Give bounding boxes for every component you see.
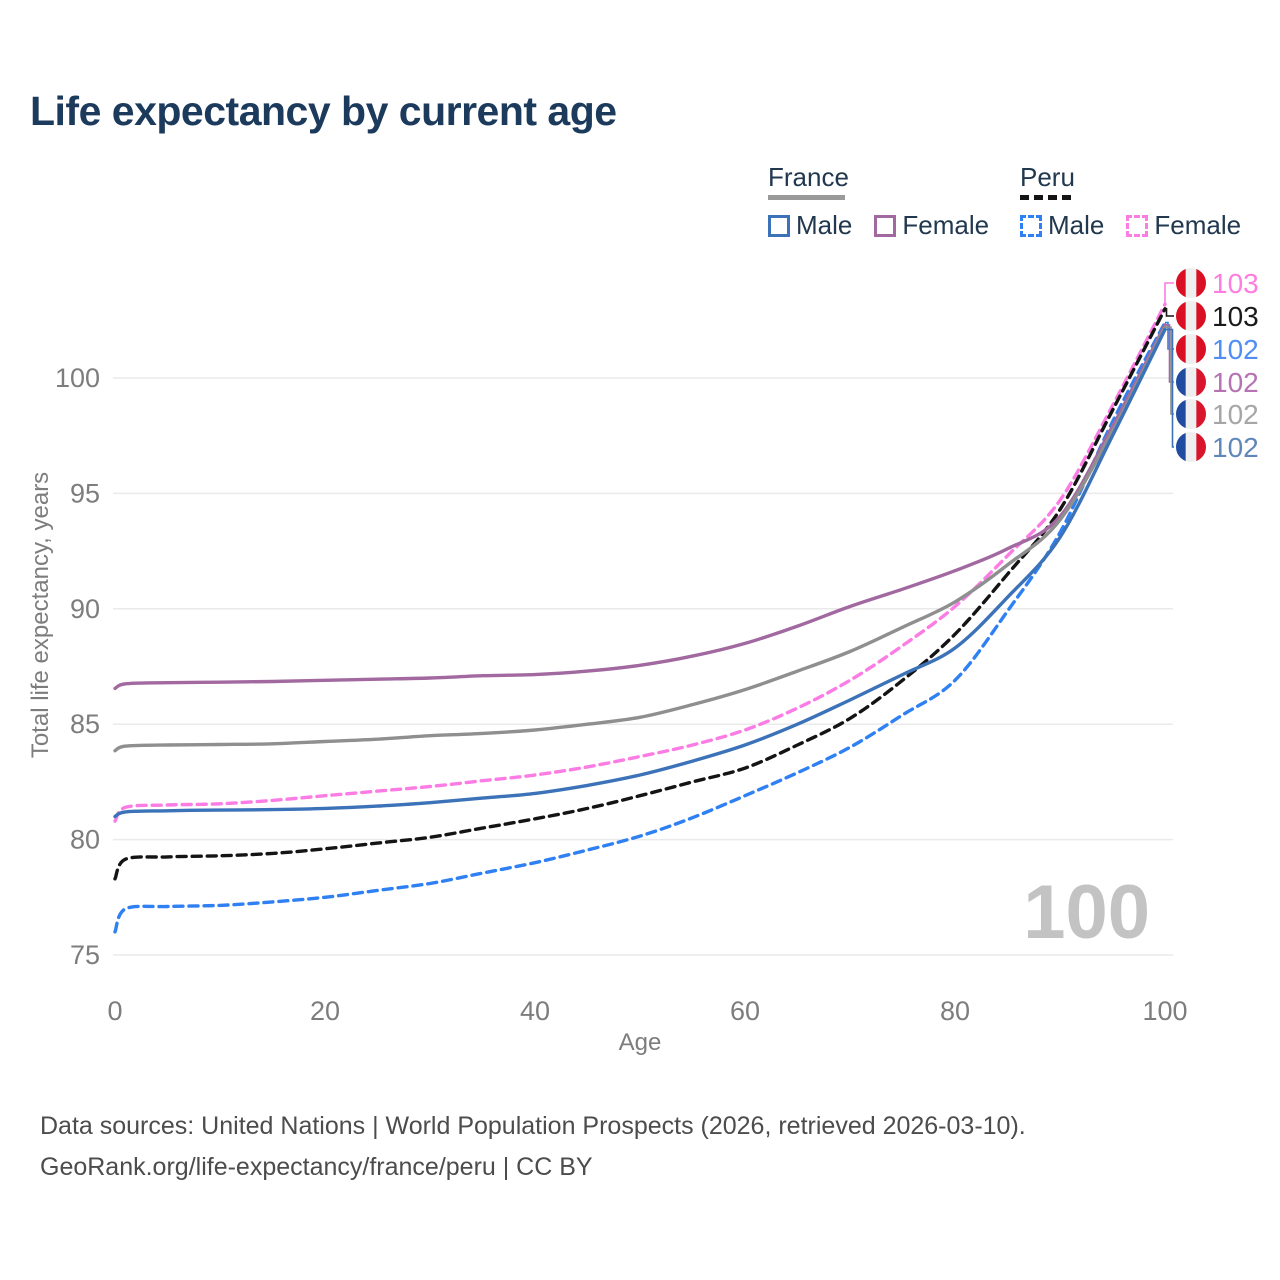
y-tick-label-95: 95 (70, 478, 100, 508)
peru-flag-stripe (1175, 300, 1187, 332)
current-age-watermark: 100 (1023, 870, 1150, 955)
legend-france-female-label: Female (902, 210, 990, 240)
legend-group-france: France Male Female (768, 163, 989, 241)
chart-line-france-male (113, 327, 1167, 819)
page-title: Life expectancy by current age (30, 88, 617, 134)
x-tick-label-20: 20 (310, 996, 340, 1026)
footer-attribution-line: GeoRank.org/life-expectancy/france/peru … (40, 1153, 593, 1181)
peru-flag-icon (1175, 267, 1207, 299)
end-value-label-france-male: 102 (1212, 432, 1259, 463)
france-flag-stripe (1196, 398, 1207, 430)
france-female-swatch-icon (874, 214, 897, 237)
peru-flag-stripe (1175, 333, 1187, 365)
y-tick-label-100: 100 (55, 363, 100, 393)
x-tick-label-60: 60 (730, 996, 760, 1026)
peru-male-swatch-icon (1020, 214, 1042, 237)
peru-flag-stripe (1185, 333, 1197, 365)
peru-flag-stripe (1196, 267, 1207, 299)
footer-sources-line: Data sources: United Nations | World Pop… (40, 1112, 1026, 1140)
france-flag-stripe (1175, 366, 1187, 398)
peru-female-swatch-icon (1126, 214, 1149, 237)
france-flag-stripe (1175, 398, 1187, 430)
france-flag-stripe (1196, 366, 1207, 398)
leader-line-france-male (1165, 328, 1175, 448)
x-tick-label-100: 100 (1142, 996, 1187, 1026)
peru-flag-icon (1175, 300, 1207, 332)
legend-item-peru-male[interactable]: Male (1020, 210, 1104, 241)
x-tick-label-0: 0 (107, 996, 122, 1026)
chart-line-peru-both-sexes (113, 307, 1167, 881)
france-flag-stripe (1185, 366, 1197, 398)
legend-item-france-male[interactable]: Male (768, 210, 852, 241)
legend-item-france-female[interactable]: Female (874, 210, 989, 241)
legend-peru-male-label: Male (1048, 210, 1105, 240)
france-flag-icon (1175, 431, 1207, 463)
chart-line-france-female (113, 323, 1167, 691)
y-tick-label-75: 75 (70, 940, 100, 970)
legend-group-peru: Peru Male Female (1020, 163, 1241, 241)
chart-line-peru-female (113, 302, 1167, 823)
legend-france-line-swatch (768, 195, 845, 200)
leader-line-peru-female (1164, 282, 1175, 305)
france-male-swatch-icon (768, 214, 790, 237)
y-axis-title: Total life expectancy, years (27, 472, 54, 758)
legend-france-label[interactable]: France (768, 162, 849, 192)
legend-peru-female-label: Female (1154, 210, 1242, 240)
legend-peru-line-swatch (1020, 195, 1076, 200)
france-flag-stripe (1175, 431, 1187, 463)
y-tick-label-85: 85 (70, 709, 100, 739)
peru-flag-stripe (1185, 267, 1197, 299)
legend-peru-label[interactable]: Peru (1020, 162, 1075, 192)
end-value-label-france-female: 102 (1212, 367, 1259, 398)
y-tick-label-80: 80 (70, 825, 100, 855)
france-flag-ring (1174, 430, 1208, 464)
chart-line-france-both-sexes (113, 325, 1167, 753)
france-flag-stripe (1185, 431, 1197, 463)
x-tick-label-80: 80 (940, 996, 970, 1026)
legend-item-peru-female[interactable]: Female (1126, 210, 1241, 241)
end-value-label-peru-female: 103 (1212, 268, 1259, 299)
peru-flag-stripe (1185, 300, 1197, 332)
chart-line-peru-male (113, 320, 1167, 934)
x-tick-label-40: 40 (520, 996, 550, 1026)
end-value-label-peru-both-sexes: 103 (1212, 301, 1259, 332)
legend-france-male-label: Male (796, 210, 853, 240)
peru-flag-stripe (1175, 267, 1187, 299)
end-value-label-france-both-sexes: 102 (1212, 399, 1259, 430)
end-value-label-peru-male: 102 (1212, 334, 1259, 365)
peru-flag-stripe (1196, 300, 1207, 332)
x-axis-title: Age (619, 1029, 662, 1056)
leader-line-peru-both-sexes (1165, 308, 1175, 317)
peru-flag-icon (1175, 333, 1207, 365)
france-flag-icon (1175, 366, 1207, 398)
leader-line-france-female (1165, 324, 1175, 383)
france-flag-stripe (1185, 398, 1197, 430)
y-tick-label-90: 90 (70, 594, 100, 624)
data-source-footer: Data sources: United Nations | World Pop… (40, 1106, 1026, 1188)
france-flag-icon (1175, 398, 1207, 430)
peru-flag-stripe (1196, 333, 1207, 365)
france-flag-stripe (1196, 431, 1207, 463)
